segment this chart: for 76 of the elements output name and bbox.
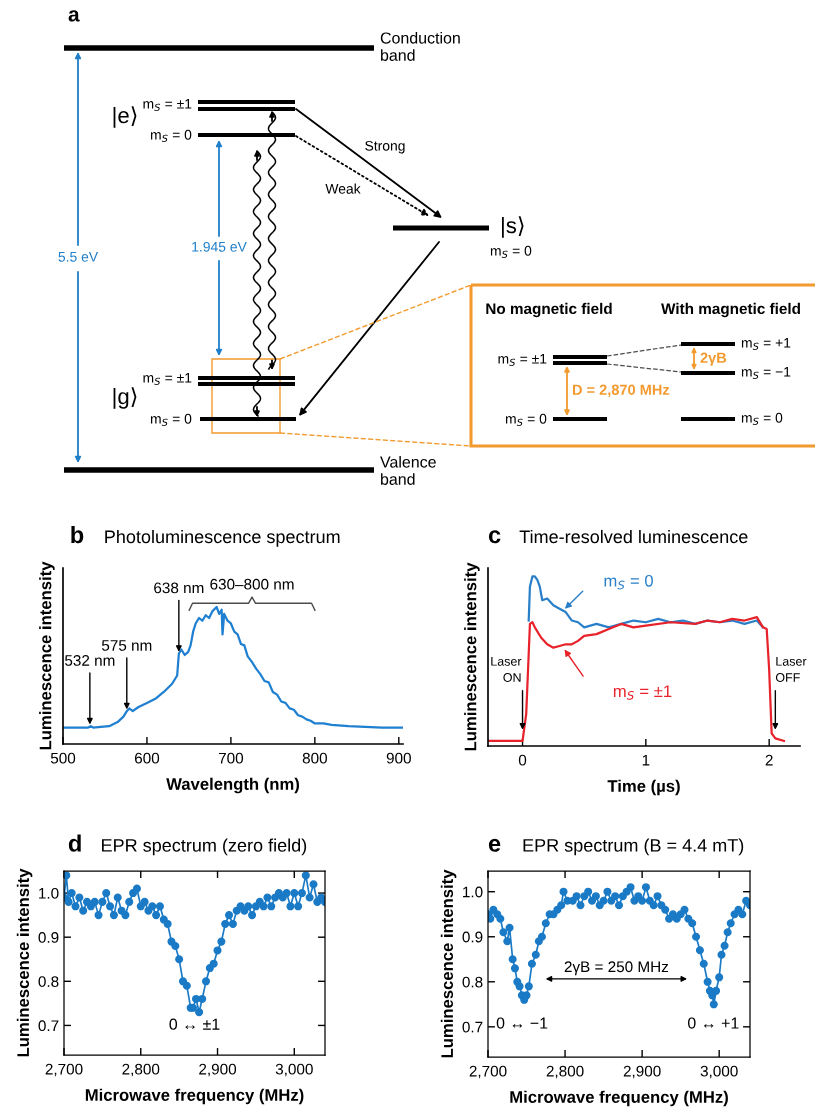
- text: d: [68, 834, 81, 852]
- x-axis-title: Wavelength (nm): [166, 777, 299, 794]
- x-tick-label: 500: [50, 752, 76, 764]
- annotation: 0 ↔ −1: [496, 1017, 548, 1029]
- x-tick-label: 800: [302, 752, 327, 764]
- text: a: [68, 10, 80, 22]
- text: With magnetic field: [661, 302, 800, 318]
- x-tick-label: 700: [218, 752, 244, 764]
- text: |g⟩: [113, 387, 137, 409]
- x-tick-label: 2,700: [45, 1063, 83, 1077]
- text: |e⟩: [113, 106, 137, 128]
- text: m$_{S}$ = 0: [490, 245, 532, 258]
- annotation: 638 nm: [154, 582, 204, 594]
- text: m$_{S}$ = 0: [741, 412, 783, 425]
- chart-title: EPR spectrum (B = 4.4 mT): [523, 838, 744, 856]
- y-axis-title: Luminescence intensity: [464, 562, 480, 751]
- text: m$_{S}$ = 0: [505, 413, 547, 426]
- text: m$_{S}$ = ±1: [143, 373, 192, 385]
- text: 630–800 nm: [210, 578, 294, 590]
- text: D = 2,870 MHz: [572, 384, 670, 398]
- x-tick-label: 0: [518, 754, 527, 766]
- text: m$_{S}$ = ±1: [613, 685, 672, 700]
- text: 1.945 eV: [192, 241, 247, 252]
- annotation: 2γB = 250 MHz: [564, 961, 669, 976]
- text: Conduction band: [380, 31, 460, 61]
- y-axis-title: Luminescence intensity: [440, 869, 457, 1058]
- text: Strong: [365, 140, 405, 154]
- text: b: [71, 525, 84, 544]
- text: m$_{S}$ = −1: [741, 367, 791, 379]
- text: m$_{S}$ = 0: [150, 129, 192, 142]
- x-tick-label: 3,000: [275, 1063, 313, 1077]
- annotation: 0 ↔ ±1: [169, 1018, 220, 1030]
- text: c: [488, 530, 501, 544]
- text: m$_{S}$ = ±1: [498, 354, 547, 366]
- chart-title: Photoluminescence spectrum: [105, 529, 340, 547]
- x-tick-label: 2,900: [623, 1065, 661, 1079]
- y-tick-label: 0.9: [462, 931, 483, 943]
- x-axis-title: Time (µs): [607, 779, 680, 796]
- x-tick-label: 3,000: [700, 1065, 738, 1079]
- annotation: Laser OFF: [775, 657, 807, 682]
- text: m$_{S}$ = ±1: [143, 99, 192, 111]
- y-tick-label: 1.0: [39, 887, 59, 899]
- y-tick-label: 0.8: [462, 976, 483, 988]
- y-tick-label: 0.9: [38, 932, 59, 943]
- x-tick-label: 900: [386, 752, 411, 764]
- y-tick-label: 0.7: [38, 1020, 59, 1032]
- annotation: 0 ↔ +1: [687, 1017, 739, 1029]
- x-tick-label: 2,800: [546, 1065, 584, 1079]
- text: 2γB: [700, 352, 727, 366]
- text: Weak: [325, 183, 361, 194]
- x-tick-label: 1: [642, 754, 650, 766]
- text: e: [488, 838, 501, 852]
- annotation: Laser ON: [491, 657, 522, 682]
- chart-title: EPR spectrum (zero field): [102, 838, 307, 856]
- y-axis-title: Luminescence intensity: [16, 868, 33, 1057]
- chart-title: Time-resolved luminescence: [519, 529, 748, 544]
- y-tick-label: 0.8: [38, 976, 59, 987]
- x-axis-title: Microwave frequency (MHz): [85, 1088, 304, 1105]
- text: m$_{S}$ = 0: [150, 413, 192, 426]
- y-axis-title: Luminescence intensity: [39, 561, 55, 750]
- x-tick-label: 2,900: [199, 1063, 237, 1077]
- series-label: m$_{S}$ = 0: [604, 574, 653, 590]
- y-tick-label: 1.0: [463, 886, 483, 898]
- text: m$_{S}$ = +1: [741, 338, 791, 350]
- x-tick-label: 600: [134, 752, 160, 764]
- text: 5.5 eV: [58, 252, 99, 262]
- x-tick-label: 2,700: [469, 1065, 507, 1079]
- x-axis-title: Microwave frequency (MHz): [510, 1090, 728, 1107]
- text: Valence band: [380, 455, 436, 485]
- annotation: 575 nm: [101, 640, 152, 651]
- text: No magnetic field: [486, 302, 612, 318]
- text: |s⟩: [501, 216, 524, 238]
- y-tick-label: 0.7: [462, 1021, 483, 1033]
- annotation: 532 nm: [65, 655, 115, 666]
- x-tick-label: 2: [765, 754, 773, 766]
- x-tick-label: 2,800: [122, 1063, 160, 1077]
